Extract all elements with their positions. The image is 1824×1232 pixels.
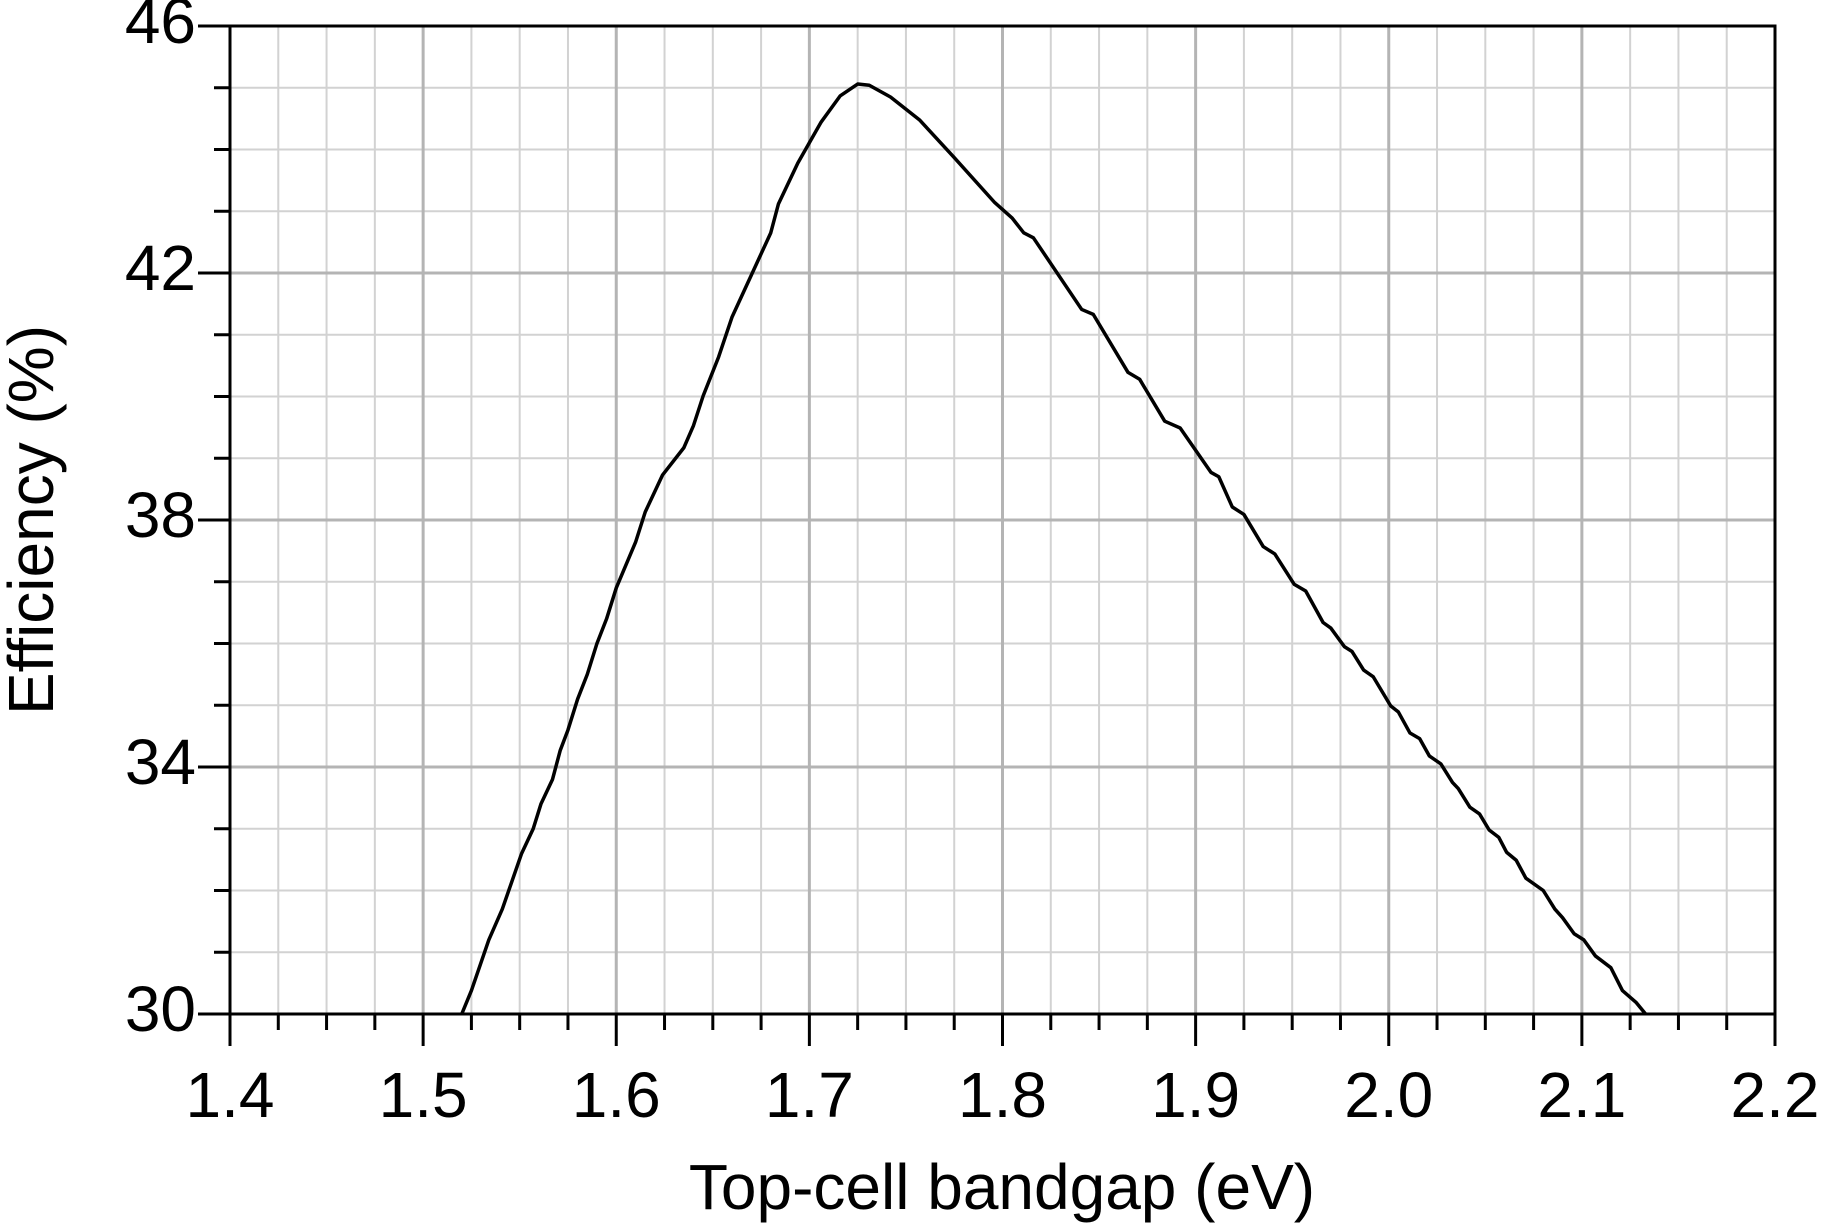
y-tick-label: 42 (125, 232, 196, 304)
y-tick-label: 46 (125, 0, 196, 57)
y-tick-label: 38 (125, 479, 196, 551)
y-axis-label: Efficiency (%) (0, 325, 67, 715)
x-tick-label: 2.0 (1344, 1059, 1433, 1131)
x-tick-label: 1.7 (765, 1059, 854, 1131)
x-tick-label: 1.8 (958, 1059, 1047, 1131)
x-tick-label: 1.5 (379, 1059, 468, 1131)
x-tick-label: 2.2 (1731, 1059, 1820, 1131)
x-tick-label: 1.4 (186, 1059, 275, 1131)
x-axis-label: Top-cell bandgap (eV) (689, 1151, 1315, 1223)
x-tick-label: 1.6 (572, 1059, 661, 1131)
data-line (460, 82, 1647, 1016)
x-tick-label: 1.9 (1151, 1059, 1240, 1131)
plot-frame (228, 24, 1777, 1016)
y-tick-label: 34 (125, 726, 196, 798)
grid (228, 24, 1777, 1016)
plot-area (460, 82, 1647, 1016)
y-tick-label: 30 (125, 973, 196, 1045)
x-tick-label: 2.1 (1537, 1059, 1626, 1131)
